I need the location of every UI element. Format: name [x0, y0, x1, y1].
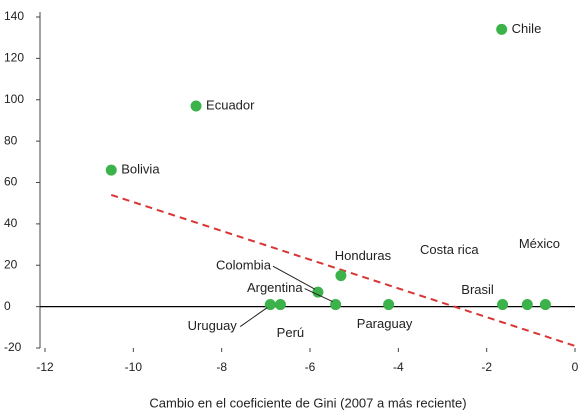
y-tick-label: 60 — [4, 175, 18, 189]
point-label: Paraguay — [357, 316, 413, 331]
y-tick-label: 40 — [4, 216, 18, 230]
point — [383, 299, 395, 311]
point-label: Honduras — [335, 248, 392, 263]
x-axis-label: Cambio en el coeficiente de Gini (2007 a… — [149, 395, 466, 410]
point-label: Brasil — [461, 282, 494, 297]
leader-line — [272, 265, 316, 290]
point — [264, 299, 276, 311]
x-tick-label: -2 — [481, 360, 492, 374]
point — [539, 299, 551, 311]
point-label: Argentina — [247, 280, 303, 295]
point-label: Chile — [512, 21, 542, 36]
y-tick-label: 0 — [4, 299, 11, 313]
point-label: Perú — [277, 325, 304, 340]
point — [521, 299, 533, 311]
point — [105, 164, 117, 176]
x-tick-label: -8 — [216, 360, 227, 374]
x-tick-label: -6 — [305, 360, 316, 374]
x-tick-label: 0 — [572, 360, 579, 374]
point — [330, 299, 342, 311]
point — [496, 23, 508, 35]
point-label: México — [519, 236, 560, 251]
x-tick-label: -4 — [393, 360, 404, 374]
y-tick-label: 100 — [4, 92, 24, 106]
trend-line — [110, 193, 576, 347]
point-label: Ecuador — [206, 97, 255, 112]
point — [335, 270, 347, 282]
leader-line — [304, 288, 333, 303]
x-tick-label: -10 — [125, 360, 143, 374]
y-tick-label: 120 — [4, 51, 24, 65]
point — [312, 286, 324, 298]
point — [497, 299, 509, 311]
y-tick-label: -20 — [4, 340, 22, 354]
point-label: Bolivia — [121, 162, 160, 177]
x-tick-label: -12 — [36, 360, 54, 374]
y-tick-label: 20 — [4, 257, 18, 271]
leader-line — [239, 307, 268, 327]
point-label: Uruguay — [188, 318, 238, 333]
point — [274, 299, 286, 311]
point — [190, 100, 202, 112]
point-label: Colombia — [216, 258, 272, 273]
y-tick-label: 80 — [4, 133, 18, 147]
y-tick-label: 140 — [4, 9, 24, 23]
point-label: Costa rica — [420, 242, 479, 257]
